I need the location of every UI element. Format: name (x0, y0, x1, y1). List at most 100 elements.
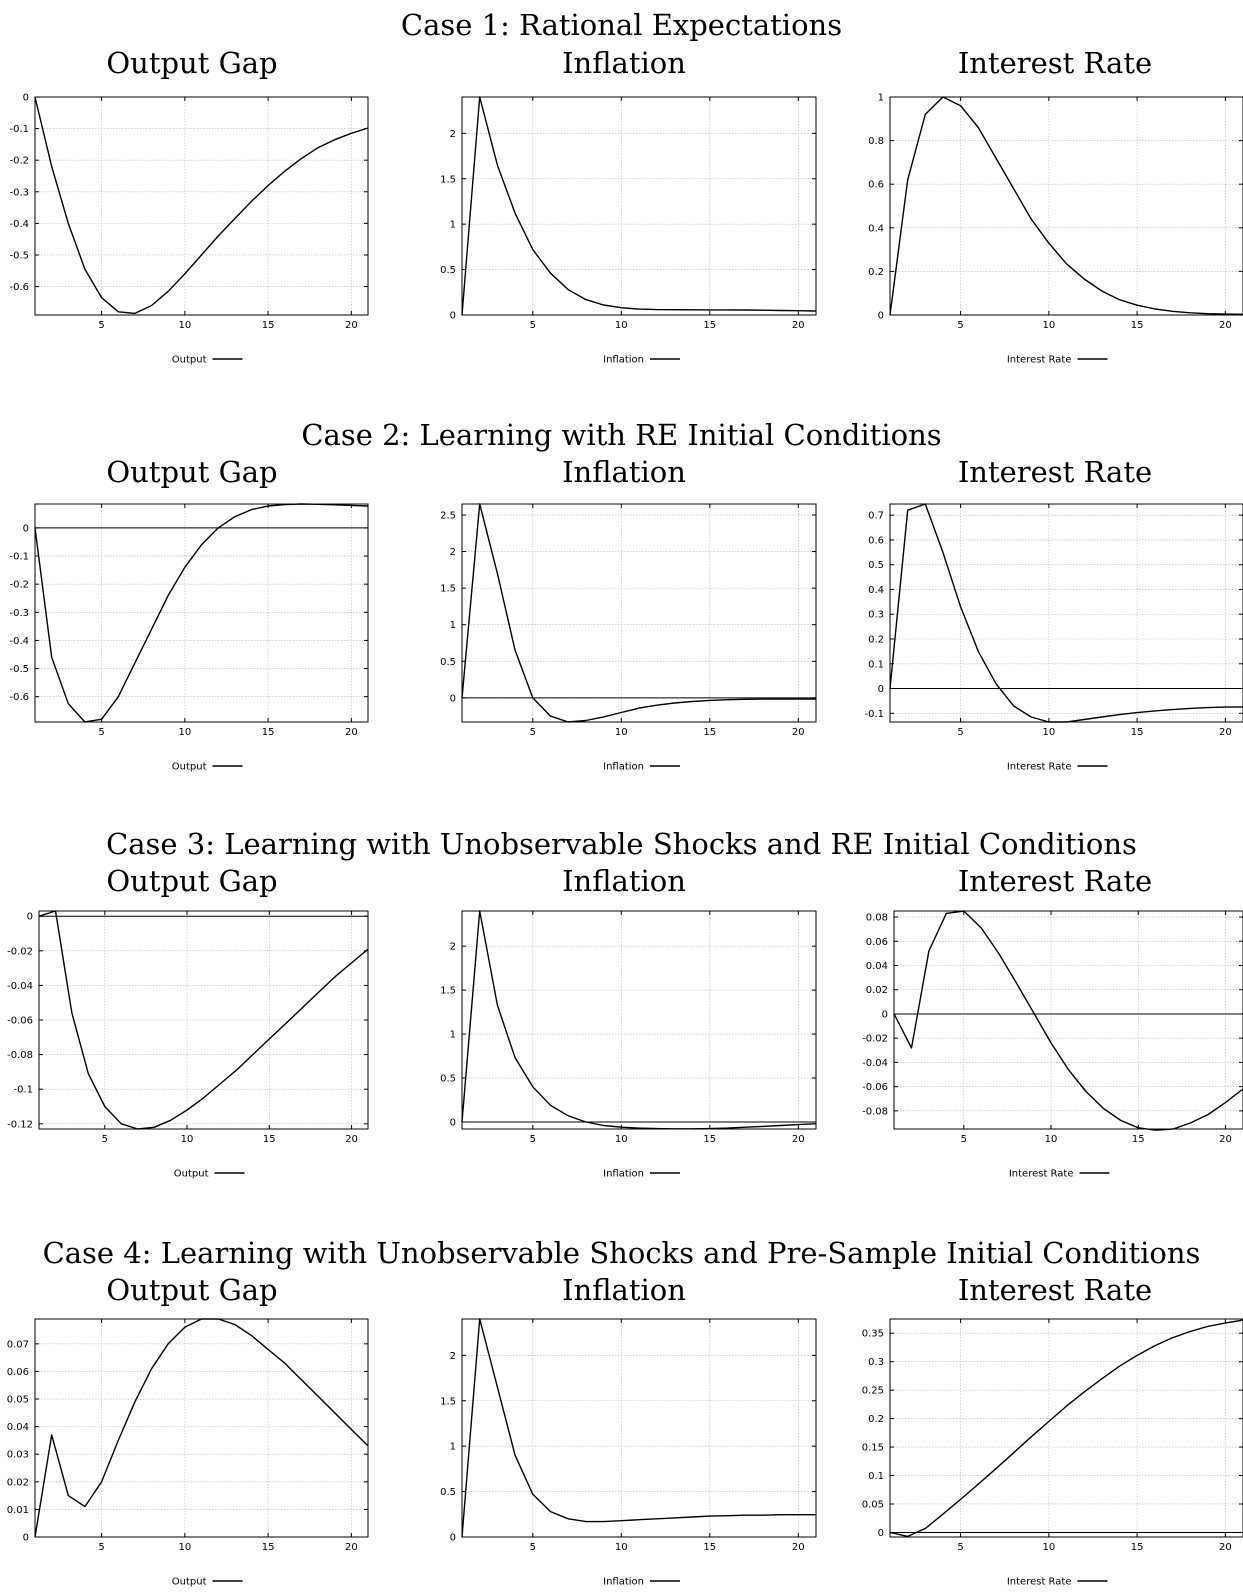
chart-case2-output-gap: 5 10 15 20 0 -0.1 -0.2 -0.3 -0.4 -0.5 -0.6 Output (9, 503, 369, 773)
panel-title-inflation: Inflation (562, 1273, 686, 1307)
x-tick-label: 10 (615, 1542, 628, 1553)
x-tick-label: 5 (957, 1542, 963, 1553)
y-tick-label: 0.7 (868, 511, 884, 522)
x-tick-label: 5 (530, 1542, 536, 1553)
y-tick-label: -0.1 (9, 552, 29, 563)
legend-label: Inflation (603, 1169, 644, 1180)
series-line (34, 1318, 369, 1538)
y-tick-label: 0.2 (868, 635, 884, 646)
x-tick-label: 15 (703, 1542, 716, 1553)
y-tick-label: 1 (450, 620, 456, 631)
y-tick-label: -0.4 (9, 636, 29, 647)
y-tick-label: -0.12 (7, 1119, 33, 1130)
plot-frame (34, 96, 369, 316)
y-tick-label: 0.1 (868, 659, 884, 670)
x-tick-label: 5 (102, 1134, 108, 1145)
x-tick-label: 5 (98, 727, 104, 738)
legend-label: Interest Rate (1007, 1577, 1072, 1588)
x-tick-label: 15 (703, 727, 716, 738)
series-line (889, 503, 1243, 723)
chart-case2-inflation: 5 10 15 20 0 0.5 1 1.5 2 2.5 Inflation (440, 503, 817, 773)
y-tick-label: 2 (450, 1351, 456, 1362)
y-tick-label: 0.35 (862, 1329, 884, 1340)
y-tick-label: 1.5 (440, 1396, 456, 1407)
y-tick-label: 1 (450, 220, 456, 231)
panel-title-interest-rate: Interest Rate (957, 46, 1153, 80)
y-tick-label: 0.5 (440, 1487, 456, 1498)
y-tick-label: 0 (450, 693, 456, 704)
x-tick-label: 15 (703, 1134, 716, 1145)
x-tick-label: 15 (1132, 1134, 1145, 1145)
y-tick-label: 0 (23, 93, 29, 104)
y-tick-label: 0.07 (7, 1339, 29, 1350)
x-tick-label: 5 (530, 1134, 536, 1145)
plot-frame (461, 96, 817, 316)
chart-case1-inflation: 5 10 15 20 0 0.5 1 1.5 2 Inflation (440, 96, 817, 366)
y-tick-label: -0.5 (9, 250, 29, 261)
y-tick-label: -0.08 (862, 1106, 888, 1117)
y-tick-label: 1 (878, 93, 884, 104)
x-tick-label: 15 (262, 320, 275, 331)
x-tick-label: 5 (98, 1542, 104, 1553)
panel-title-interest-rate: Interest Rate (957, 455, 1153, 489)
legend-label: Interest Rate (1007, 762, 1072, 773)
series-line (34, 96, 369, 315)
y-tick-label: -0.3 (9, 608, 29, 619)
series-line (38, 910, 369, 1130)
x-tick-label: 20 (345, 1134, 358, 1145)
x-tick-label: 15 (1131, 320, 1144, 331)
plot-frame (34, 1318, 369, 1538)
y-tick-label: -0.5 (9, 664, 29, 675)
y-tick-label: 2 (450, 942, 456, 953)
plot-frame (461, 503, 817, 723)
series-line (889, 96, 1243, 316)
y-tick-label: -0.6 (9, 282, 29, 293)
plot-frame (461, 910, 817, 1130)
y-tick-label: 0.6 (868, 535, 884, 546)
y-tick-label: 0.5 (868, 560, 884, 571)
legend-label: Inflation (603, 1577, 644, 1588)
x-tick-label: 20 (792, 320, 805, 331)
x-tick-label: 15 (263, 1134, 276, 1145)
y-tick-label: 0.5 (440, 1074, 456, 1085)
y-tick-label: -0.06 (7, 1016, 33, 1027)
x-tick-label: 10 (1042, 320, 1055, 331)
panel-title-interest-rate: Interest Rate (957, 1273, 1153, 1307)
y-tick-label: 0.25 (862, 1386, 884, 1397)
series-line (889, 1319, 1243, 1538)
x-tick-label: 20 (1219, 727, 1232, 738)
y-tick-label: 0.3 (868, 1357, 884, 1368)
x-tick-label: 10 (178, 1542, 191, 1553)
y-tick-label: 0.5 (440, 657, 456, 668)
y-tick-label: 1 (450, 1030, 456, 1041)
panel-title-output-gap: Output Gap (106, 1273, 278, 1307)
y-tick-label: 0.2 (868, 267, 884, 278)
y-tick-label: 0 (23, 523, 29, 534)
chart-case1-output-gap: 5 10 15 20 0 -0.1 -0.2 -0.3 -0.4 -0.5 -0.6 Output (9, 93, 369, 366)
y-tick-label: 1.5 (440, 584, 456, 595)
series-line (461, 503, 816, 723)
y-tick-label: 2 (450, 129, 456, 140)
panel-title-interest-rate: Interest Rate (957, 864, 1153, 898)
y-tick-label: 0 (450, 1533, 456, 1544)
legend-label: Output (172, 762, 207, 773)
legend-label: Inflation (603, 762, 644, 773)
y-tick-label: 0.5 (440, 265, 456, 276)
chart-case4-output-gap: 5 10 15 20 0 0.01 0.02 0.03 0.04 0.05 0.06 0.07 Outp… (7, 1318, 369, 1588)
x-tick-label: 10 (1042, 727, 1055, 738)
x-tick-label: 10 (615, 727, 628, 738)
y-tick-label: 1.5 (440, 174, 456, 185)
y-tick-label: 0.05 (7, 1395, 29, 1406)
x-tick-label: 5 (530, 320, 536, 331)
x-tick-label: 15 (1131, 727, 1144, 738)
y-tick-label: 0.01 (7, 1505, 29, 1516)
legend-label: Output (174, 1169, 209, 1180)
chart-case4-inflation: 5 10 15 20 0 0.5 1 1.5 2 Inflation (440, 1318, 817, 1588)
x-tick-label: 10 (178, 727, 191, 738)
x-tick-label: 10 (178, 320, 191, 331)
y-tick-label: -0.04 (862, 1058, 888, 1069)
legend-label: Inflation (603, 355, 644, 366)
y-tick-label: -0.02 (862, 1034, 888, 1045)
panel-title-output-gap: Output Gap (106, 455, 278, 489)
y-tick-label: 0.1 (868, 1471, 884, 1482)
